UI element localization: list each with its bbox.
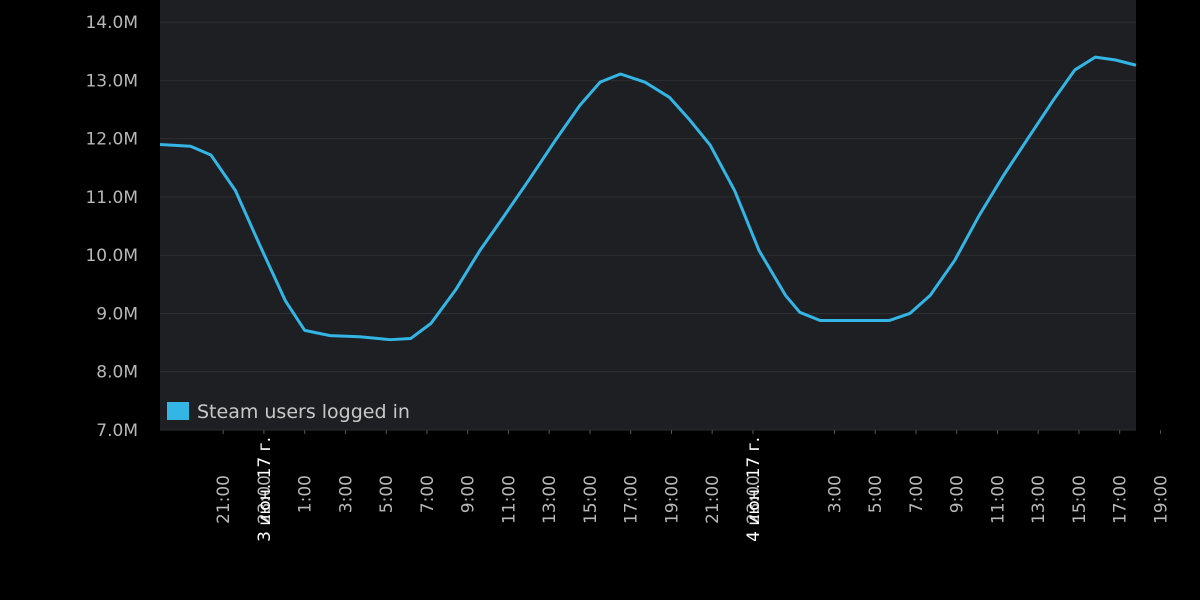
x-tick-label: 9:00	[948, 475, 968, 513]
x-tick-label: 19:00	[662, 475, 682, 524]
plot-area	[160, 0, 1136, 430]
x-major-tick-label: 3 июн. 17 г.	[255, 437, 275, 542]
y-tick-label: 13.0M	[85, 71, 138, 91]
x-tick-label: 17:00	[1111, 475, 1131, 524]
x-tick-label: 7:00	[907, 475, 927, 513]
x-tick-label: 17:00	[622, 475, 642, 524]
y-tick-label: 12.0M	[85, 130, 138, 150]
x-tick-label: 3:00	[825, 475, 845, 513]
y-tick-label: 7.0M	[96, 421, 138, 441]
x-tick-label: 11:00	[988, 475, 1008, 524]
x-tick-label: 5:00	[377, 475, 397, 513]
x-tick-label: 21:00	[703, 475, 723, 524]
x-tick-label: 23:00	[744, 475, 764, 524]
x-tick-label: 3:00	[336, 475, 356, 513]
line	[159, 55, 1137, 342]
x-tick-label: 23:00	[255, 475, 275, 524]
x-tick-label: 7:00	[418, 475, 438, 513]
x-tick-label: 19:00	[1151, 475, 1171, 524]
x-tick-label: 13:00	[540, 475, 560, 524]
x-tick-label: 5:00	[866, 475, 886, 513]
legend-label: Steam users logged in	[197, 401, 410, 423]
x-tick-label: 15:00	[1070, 475, 1090, 524]
x-tick-label: 9:00	[459, 475, 479, 513]
x-major-tick-label: 4 июн. 17 г.	[744, 437, 764, 542]
y-tick-label: 10.0M	[85, 246, 138, 266]
y-tick-label: 9.0M	[96, 304, 138, 324]
legend-swatch	[167, 402, 189, 420]
y-tick-label: 8.0M	[96, 363, 138, 383]
x-tick-label: 21:00	[214, 475, 234, 524]
x-tick-label: 11:00	[499, 475, 519, 524]
x-tick-label: 13:00	[1029, 475, 1049, 524]
y-tick-label: 14.0M	[85, 13, 138, 33]
x-tick-label: 15:00	[581, 475, 601, 524]
y-tick-label: 11.0M	[85, 188, 138, 208]
x-tick-label: 1:00	[296, 475, 316, 513]
